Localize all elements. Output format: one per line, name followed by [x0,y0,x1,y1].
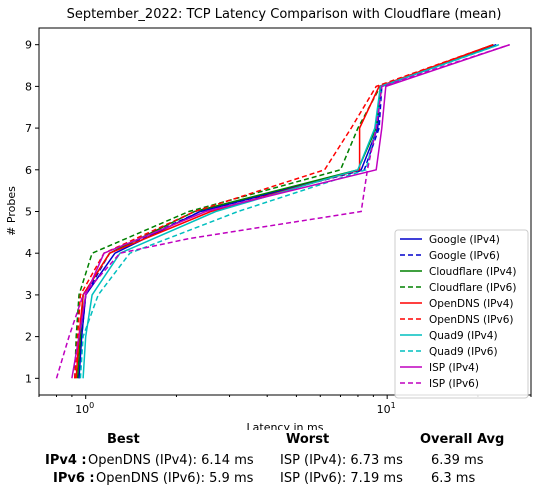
x-tick-label: 101 [377,401,396,416]
legend-label: Quad9 (IPv6) [429,346,498,358]
y-tick-label: 8 [25,80,32,93]
y-tick-label: 5 [25,206,32,219]
overall-avg-header: Overall Avg [420,432,505,447]
legend-label: Quad9 (IPv4) [429,330,498,342]
y-axis-label: # Probes [5,186,18,236]
ipv4-avg: 6.39 ms [431,453,484,468]
x-axis-label: Latency in ms [247,421,324,430]
ipv6-avg: 6.3 ms [431,471,476,486]
legend-label: Cloudflare (IPv6) [429,282,516,294]
ipv6-best: OpenDNS (IPv6): 5.9 ms [96,471,254,486]
ipv4-worst: ISP (IPv4): 6.73 ms [280,453,403,468]
y-tick-label: 7 [25,122,32,135]
legend-label: Google (IPv6) [429,250,500,262]
plot-lines [55,43,510,379]
legend-label: Cloudflare (IPv4) [429,266,516,278]
series-line-10 [55,43,510,379]
y-tick-label: 9 [25,39,32,52]
ipv6-row-label: IPv6 : [53,471,95,486]
best-header: Best [107,432,140,447]
ipv4-row-label: IPv4 : [45,453,87,468]
x-tick-label: 100 [75,401,94,416]
series-line-5 [75,43,494,379]
y-tick-label: 2 [25,331,32,344]
legend-box [394,229,529,399]
legend-label: ISP (IPv4) [429,362,479,374]
y-tick-label: 6 [25,164,32,177]
series-line-9 [71,43,510,379]
latency-chart: September_2022: TCP Latency Comparison w… [5,7,532,430]
ipv6-worst: ISP (IPv6): 7.19 ms [280,471,403,486]
y-tick-label: 4 [25,247,32,260]
ipv4-best: OpenDNS (IPv4): 6.14 ms [88,453,254,468]
worst-header: Worst [286,432,330,447]
legend-label: ISP (IPv6) [429,378,479,390]
legend-label: OpenDNS (IPv6) [429,314,514,326]
y-tick-label: 1 [25,372,32,385]
series-line-6 [74,43,494,379]
legend-label: Google (IPv4) [429,234,500,246]
y-axis: 1 2 3 4 5 6 7 8 9 [25,39,39,385]
legend-label: OpenDNS (IPv4) [429,298,514,310]
y-tick-label: 3 [25,289,32,302]
series-line-2 [78,43,497,379]
legend: Google (IPv4) Google (IPv6) Cloudflare (IP… [394,229,529,399]
chart-title: September_2022: TCP Latency Comparison w… [67,7,502,22]
